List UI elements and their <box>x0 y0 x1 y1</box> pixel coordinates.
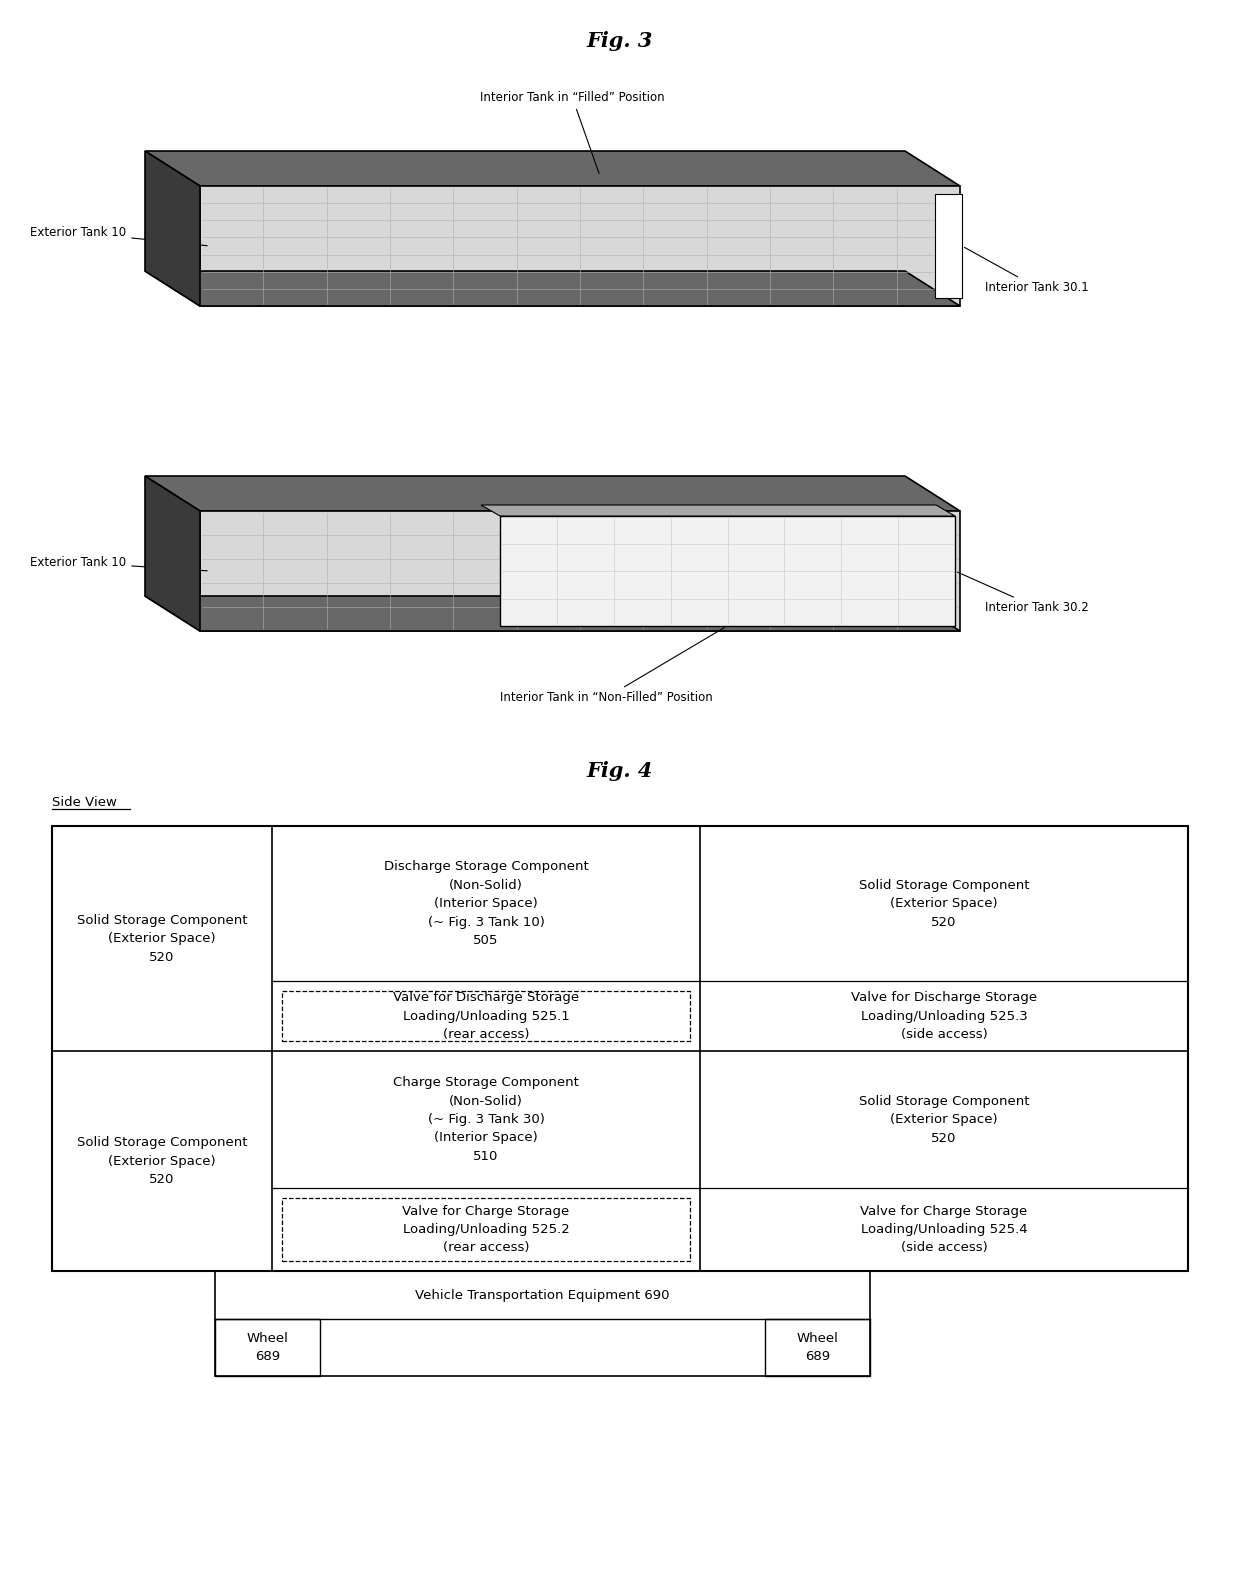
Text: Solid Storage Component
(Exterior Space)
520: Solid Storage Component (Exterior Space)… <box>77 913 247 963</box>
Text: Wheel
689: Wheel 689 <box>796 1332 838 1364</box>
Polygon shape <box>200 511 960 632</box>
Text: Wheel
689: Wheel 689 <box>247 1332 289 1364</box>
Bar <box>281 991 689 1042</box>
Bar <box>52 826 1188 1271</box>
Text: Valve for Discharge Storage
Loading/Unloading 525.3
(side access): Valve for Discharge Storage Loading/Unlo… <box>851 991 1037 1042</box>
Text: Interior Tank 30.1: Interior Tank 30.1 <box>965 247 1089 294</box>
Text: Vehicle Transportation Equipment 690: Vehicle Transportation Equipment 690 <box>415 1288 670 1301</box>
Polygon shape <box>145 476 960 511</box>
Bar <box>281 1199 689 1262</box>
Text: Fig. 4: Fig. 4 <box>587 760 653 781</box>
Polygon shape <box>145 151 960 185</box>
Text: Interior Tank in “Non-Filled” Position: Interior Tank in “Non-Filled” Position <box>500 627 724 704</box>
Text: Side View: Side View <box>52 796 117 809</box>
Polygon shape <box>145 476 200 632</box>
Polygon shape <box>200 185 960 306</box>
Text: Fig. 3: Fig. 3 <box>587 31 653 50</box>
Polygon shape <box>145 151 200 306</box>
Text: Valve for Charge Storage
Loading/Unloading 525.2
(rear access): Valve for Charge Storage Loading/Unloadi… <box>402 1205 569 1255</box>
Text: Interior Tank 30.2: Interior Tank 30.2 <box>957 572 1089 614</box>
Polygon shape <box>481 504 955 515</box>
Polygon shape <box>500 515 955 625</box>
Text: Discharge Storage Component
(Non-Solid)
(Interior Space)
(~ Fig. 3 Tank 10)
505: Discharge Storage Component (Non-Solid) … <box>383 859 588 947</box>
Text: Valve for Discharge Storage
Loading/Unloading 525.1
(rear access): Valve for Discharge Storage Loading/Unlo… <box>393 991 579 1042</box>
Text: Valve for Charge Storage
Loading/Unloading 525.4
(side access): Valve for Charge Storage Loading/Unloadi… <box>861 1205 1028 1255</box>
Bar <box>765 1320 870 1376</box>
Bar <box>215 1271 870 1376</box>
Text: Exterior Tank 10: Exterior Tank 10 <box>30 226 207 245</box>
Text: Charge Storage Component
(Non-Solid)
(~ Fig. 3 Tank 30)
(Interior Space)
510: Charge Storage Component (Non-Solid) (~ … <box>393 1076 579 1163</box>
Text: Solid Storage Component
(Exterior Space)
520: Solid Storage Component (Exterior Space)… <box>77 1136 247 1186</box>
Text: Solid Storage Component
(Exterior Space)
520: Solid Storage Component (Exterior Space)… <box>859 878 1029 928</box>
Bar <box>215 1320 320 1376</box>
Polygon shape <box>145 272 960 306</box>
Text: Solid Storage Component
(Exterior Space)
520: Solid Storage Component (Exterior Space)… <box>859 1095 1029 1145</box>
Text: Interior Tank in “Filled” Position: Interior Tank in “Filled” Position <box>480 91 665 173</box>
Polygon shape <box>145 595 960 632</box>
Polygon shape <box>935 193 962 298</box>
Text: Exterior Tank 10: Exterior Tank 10 <box>30 556 207 570</box>
